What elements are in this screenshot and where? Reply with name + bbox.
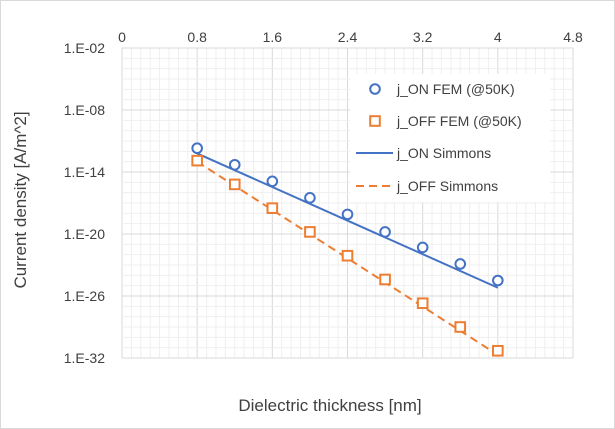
j-off-fem-point (304, 226, 316, 238)
x-tick-label: 0 (118, 29, 126, 45)
legend-background (350, 74, 550, 202)
legend-label: j_OFF FEM (@50K) (396, 113, 522, 129)
legend: j_ON FEM (@50K) j_OFF FEM (@50K) j_ON Simm… (350, 74, 550, 202)
x-tick-label: 4 (494, 29, 502, 45)
plot-series (191, 142, 504, 357)
j-off-fem-point (228, 178, 241, 191)
y-tick-label: 1.E-02 (64, 40, 105, 56)
tick-labels: 0 0.8 1.6 2.4 3.2 4 4.8 1.E-02 1.E-08 1.E-14 1.E-2… (64, 29, 583, 366)
legend-label: j_ON FEM (@50K) (396, 81, 515, 97)
y-tick-label: 1.E-14 (64, 164, 105, 180)
x-tick-label: 3.2 (413, 29, 433, 45)
j-on-fem-point (304, 192, 316, 204)
x-tick-label: 1.6 (263, 29, 283, 45)
y-tick-label: 1.E-32 (64, 350, 105, 366)
gridlines (121, 47, 574, 359)
legend-label: j_ON Simmons (396, 145, 491, 161)
j-off-fem-point (416, 297, 429, 310)
j-on-fem-point (454, 258, 467, 270)
j-on-fem-point (416, 241, 429, 254)
j-on-fem-point (228, 158, 241, 171)
legend-marker-square (369, 115, 381, 127)
j-off-fem-point (266, 202, 279, 214)
j-on-simmons-line (196, 152, 499, 289)
j-on-fem-point (266, 175, 279, 188)
j-off-simmons-line (196, 160, 499, 356)
y-tick-label: 1.E-26 (64, 288, 105, 304)
y-axis-title: Current density [A/m^2] (11, 111, 30, 288)
j-on-fem-point (341, 208, 354, 221)
x-tick-label: 0.8 (187, 29, 207, 45)
j-off-fem-point (454, 321, 467, 333)
legend-label: j_OFF Simmons (396, 178, 498, 194)
j-off-fem-point (379, 273, 391, 286)
j-on-fem-point (191, 142, 203, 155)
j-off-fem-point (492, 344, 504, 357)
y-tick-label: 1.E-20 (64, 226, 105, 242)
x-tick-label: 2.4 (338, 29, 358, 45)
j-off-fem-point (191, 154, 203, 167)
x-tick-label: 4.8 (563, 29, 583, 45)
j-off-fem-point (341, 249, 354, 262)
legend-marker-circle (369, 83, 381, 95)
j-on-fem-point (379, 226, 391, 238)
x-axis-title: Dielectric thickness [nm] (238, 396, 421, 415)
y-tick-label: 1.E-08 (64, 102, 105, 118)
j-on-fem-point (492, 274, 504, 287)
